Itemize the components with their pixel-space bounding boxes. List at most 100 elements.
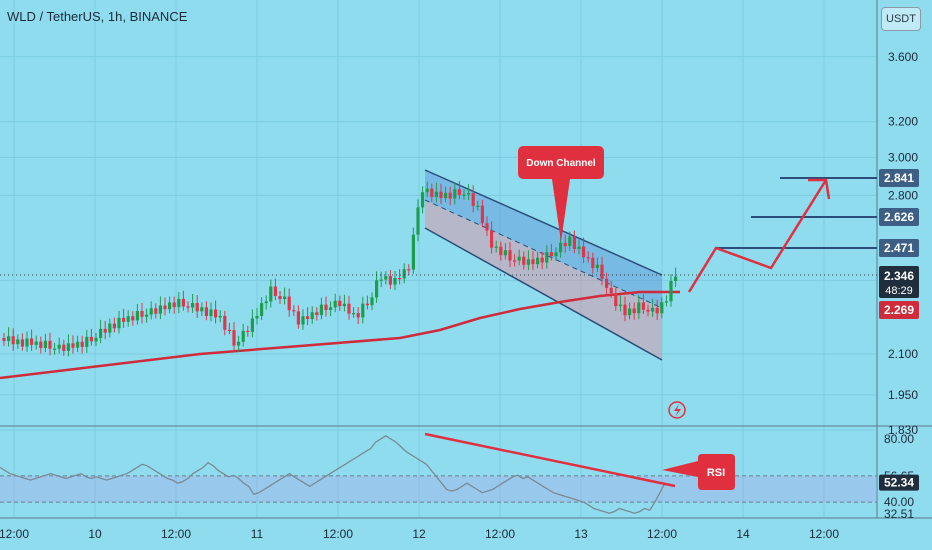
candle-body: [168, 302, 172, 310]
candle-body: [632, 308, 636, 314]
candle-body: [554, 252, 558, 257]
time-tick-label: 12:00: [809, 527, 839, 541]
candle-body: [646, 309, 650, 312]
candle-body: [609, 287, 613, 294]
target-price-label: 2.841: [884, 171, 914, 185]
rsi-line: [0, 435, 666, 514]
candle-body: [342, 303, 346, 307]
candle-body: [508, 250, 512, 261]
candle-body: [2, 338, 6, 342]
candle-body: [356, 313, 360, 318]
candle-body: [365, 303, 369, 306]
time-tick-label: 12:00: [0, 527, 29, 541]
candle-body: [361, 303, 365, 318]
candle-body: [416, 207, 420, 235]
candle-body: [103, 328, 107, 333]
rsi-callout-label: RSI: [707, 467, 725, 479]
candle-body: [264, 301, 268, 304]
time-tick-label: 11: [251, 527, 264, 541]
candle-body: [485, 223, 489, 231]
time-tick-label: 12: [412, 527, 426, 541]
candle-body: [25, 338, 29, 347]
lightning-icon: [668, 401, 686, 419]
moving-average-line: [0, 290, 680, 380]
candle-body: [531, 259, 535, 265]
candle-body: [172, 302, 176, 308]
time-tick-label: 12:00: [485, 527, 515, 541]
time-tick-label: 12:00: [161, 527, 191, 541]
candle-body: [605, 278, 609, 288]
candle-body: [439, 191, 443, 199]
candle-body: [333, 300, 337, 308]
rsi-value-box: [879, 474, 919, 491]
price-tick-label: 2.800: [888, 188, 918, 202]
candle-body: [154, 308, 158, 314]
candle-body: [250, 318, 254, 332]
candle-body: [628, 308, 632, 316]
rsi-tick-label: 40.00: [884, 495, 914, 509]
candle-body: [347, 303, 351, 314]
projection-arrowhead: [808, 178, 831, 200]
candle-body: [448, 192, 452, 199]
candle-body: [122, 317, 126, 322]
candle-body: [292, 310, 296, 312]
candle-body: [191, 303, 195, 308]
candle-body: [108, 323, 112, 333]
candle-body: [572, 236, 576, 249]
price-tick-label: 3.600: [888, 50, 918, 64]
candle-body: [94, 337, 98, 342]
candle-body: [131, 316, 135, 321]
candle-body: [126, 316, 130, 322]
channel-bottom-line: [424, 227, 663, 361]
candle-body: [89, 336, 93, 342]
candle-body: [651, 307, 655, 312]
candle-body: [600, 264, 604, 279]
candle-body: [43, 340, 47, 348]
candle-body: [283, 296, 287, 300]
candle-body: [490, 230, 494, 248]
candle-body: [563, 242, 567, 247]
candle-body: [499, 246, 503, 256]
candle-body: [209, 309, 213, 316]
countdown-label: 48:29: [885, 285, 913, 297]
target-price-label: 2.471: [884, 241, 914, 255]
candle-body: [186, 306, 190, 308]
candle-body: [20, 339, 24, 347]
candle-body: [453, 189, 457, 199]
candle-body: [434, 191, 438, 197]
candle-body: [664, 301, 668, 303]
candle-body: [425, 188, 429, 193]
candle-body: [526, 259, 530, 265]
candle-body: [329, 307, 333, 310]
candle-body: [34, 341, 38, 345]
candle-body: [39, 341, 43, 348]
candle-body: [411, 234, 415, 270]
candle-body: [582, 246, 586, 258]
candle-body: [260, 303, 264, 316]
time-tick-label: 14: [736, 527, 750, 541]
candle-body: [618, 304, 622, 307]
time-tick-label: 10: [88, 527, 102, 541]
candle-body: [214, 309, 218, 318]
candle-body: [641, 302, 645, 310]
candle-body: [135, 310, 139, 321]
candle-body: [388, 276, 392, 285]
candle-body: [614, 293, 618, 307]
ma-price-box: [879, 301, 919, 319]
currency-button[interactable]: USDT: [881, 7, 921, 31]
candle-body: [513, 260, 517, 262]
candle-body: [536, 257, 540, 265]
candle-body: [158, 305, 162, 314]
candle-body: [306, 316, 310, 320]
chart-title: WLD / TetherUS, 1h, BINANCE: [7, 9, 188, 24]
candle-body: [655, 307, 659, 314]
candle-body: [255, 315, 259, 319]
candle-body: [444, 192, 448, 199]
candle-body: [623, 304, 627, 316]
candle-body: [545, 252, 549, 263]
candle-body: [503, 250, 507, 256]
candle-body: [669, 281, 673, 302]
candle-body: [16, 339, 20, 345]
